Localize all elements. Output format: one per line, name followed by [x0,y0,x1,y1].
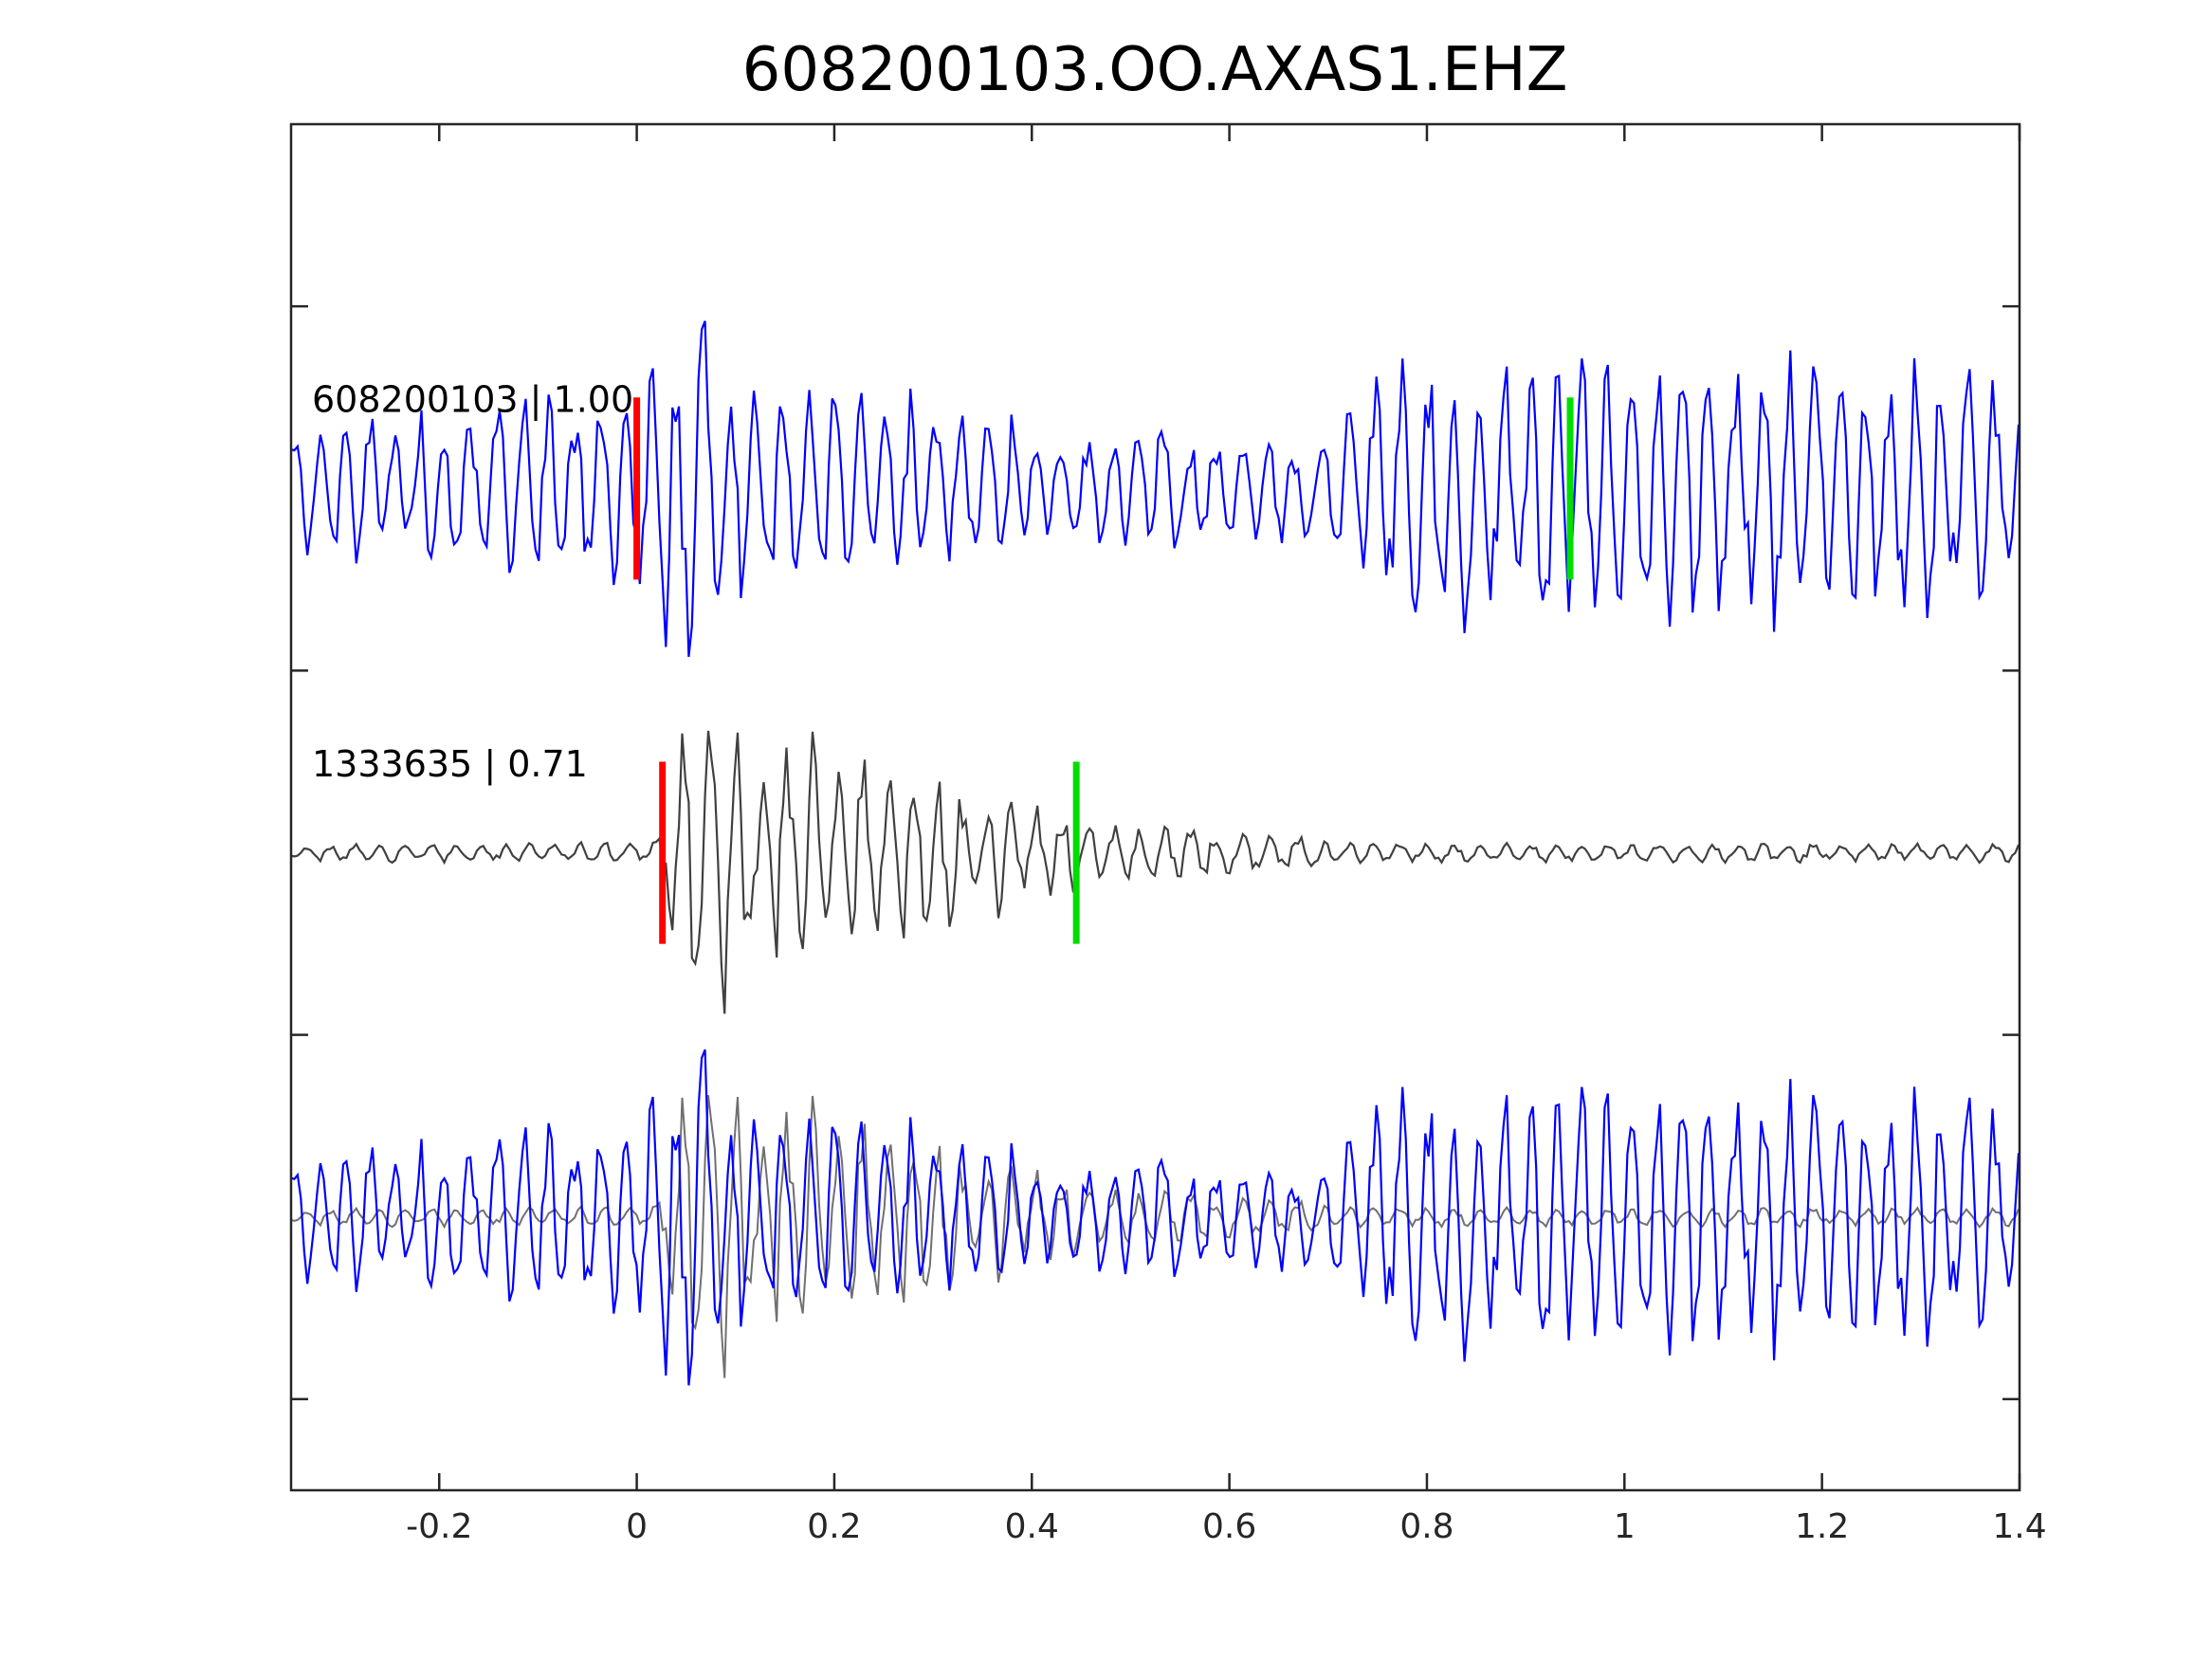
x-tick-label: 1 [1614,1507,1636,1546]
chart-title: 608200103.OO.AXAS1.EHZ [742,35,1568,105]
trace-label: 1333635 | 0.71 [312,743,588,786]
trace-labels: 608200103 | 1.00 1333635 | 0.71 [312,379,633,786]
trace-label: 608200103 | 1.00 [312,379,633,422]
axes-frame [289,122,2021,1492]
x-tick-labels: -0.2 0 0.2 0.4 0.6 0.8 1 1.2 1.4 [406,1507,2047,1546]
x-tick-label: -0.2 [406,1507,472,1546]
trace-1333635 [291,730,2020,1014]
overlay-trace-608200103 [291,1048,2020,1386]
x-tick-label: 0 [626,1507,648,1546]
x-tick-label: 0.4 [1005,1507,1059,1546]
x-tick-label: 0.8 [1399,1507,1453,1546]
trace-608200103 [291,320,2020,658]
x-tick-label: 0.2 [807,1507,861,1546]
x-tick-label: 0.6 [1202,1507,1256,1546]
plot-area [291,320,2020,1386]
x-tick-label: 1.2 [1795,1507,1849,1546]
x-tick-label: 1.4 [1992,1507,2046,1546]
